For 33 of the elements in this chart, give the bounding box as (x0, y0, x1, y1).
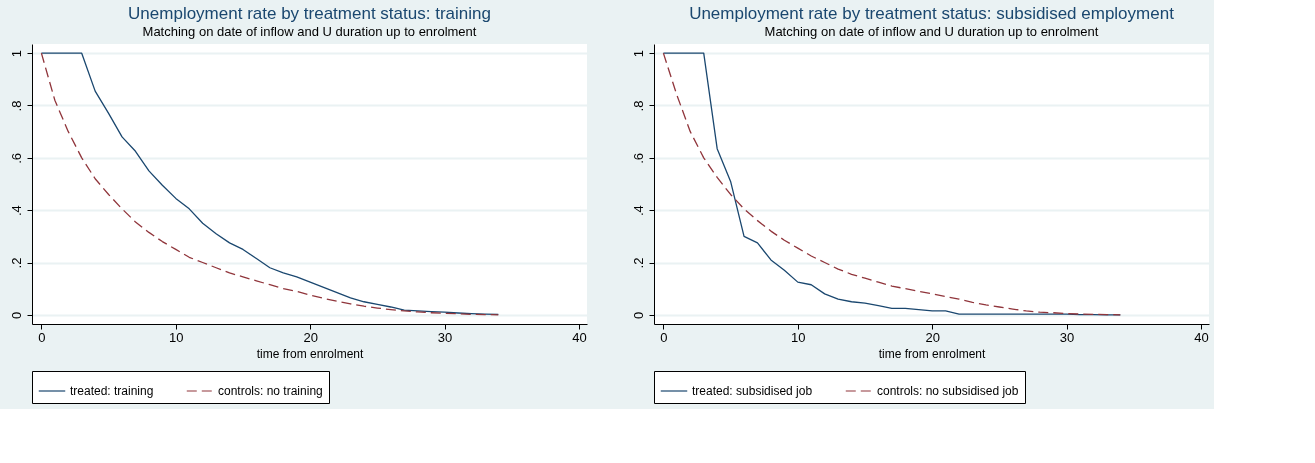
y-tick-label: .8 (630, 100, 646, 112)
x-tick-label: 0 (660, 329, 668, 345)
x-axis-title: time from enrolment (878, 346, 987, 361)
x-tick-label: 20 (303, 329, 318, 345)
legend-label: treated: subsidised job (692, 384, 813, 398)
x-tick-label: 30 (1059, 329, 1075, 345)
x-tick-label: 0 (38, 329, 46, 345)
legend-label: treated: training (70, 384, 154, 398)
y-tick-label: .2 (8, 257, 24, 269)
y-tick-label: .4 (630, 205, 646, 217)
x-tick-label: 20 (925, 329, 940, 345)
y-tick-label: 0 (8, 311, 24, 319)
y-tick-label: .4 (8, 205, 24, 217)
chart-title: Unemployment rate by treatment status: training (128, 4, 491, 23)
y-tick-label: 1 (630, 50, 646, 58)
x-tick-label: 10 (791, 329, 806, 345)
x-tick-label: 30 (437, 329, 453, 345)
y-tick-label: 0 (630, 311, 646, 319)
chart-title: Unemployment rate by treatment status: subsidised employment (689, 4, 1175, 23)
legend-label: controls: no training (218, 384, 323, 398)
chart-subtitle: Matching on date of inflow and U duration up to enrolment (142, 24, 477, 39)
y-tick-label: .2 (630, 257, 646, 269)
line-series (662, 52, 1121, 316)
x-axis-title: time from enrolment (256, 346, 365, 361)
y-tick-label: .6 (8, 152, 24, 164)
y-tick-label: .8 (8, 100, 24, 112)
y-tick-label: .6 (630, 152, 646, 164)
x-tick-label: 40 (1194, 329, 1209, 345)
legend-label: controls: no subsidised job (877, 384, 1019, 398)
x-tick-label: 10 (169, 329, 184, 345)
x-tick-label: 40 (572, 329, 587, 345)
y-tick-label: 1 (8, 50, 24, 58)
chart-subtitle: Matching on date of inflow and U duration up to enrolment (764, 24, 1099, 39)
